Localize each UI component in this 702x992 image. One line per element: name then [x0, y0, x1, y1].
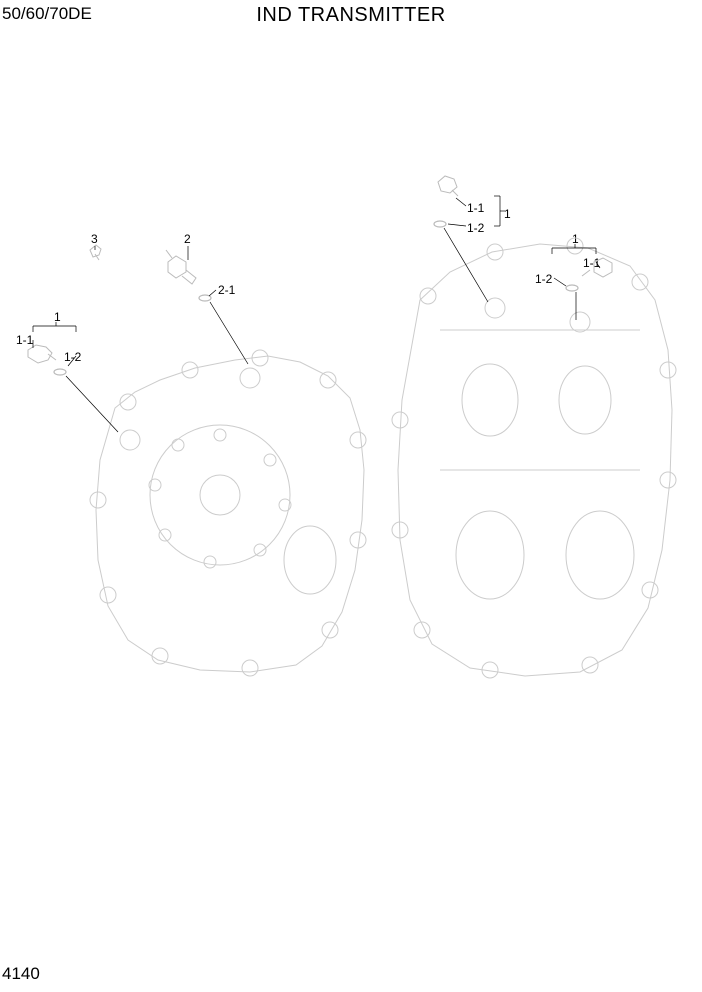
part-1-left-sensor — [28, 345, 56, 363]
page-canvas: 50/60/70DE IND TRANSMITTER 4140 3 2 2-1 … — [0, 0, 702, 992]
part-1-2-right-oring — [566, 285, 578, 291]
left-housing — [90, 350, 366, 676]
leader-1-top — [444, 228, 488, 302]
part-1-2-left-oring — [54, 369, 66, 375]
right-housing — [392, 238, 676, 678]
exploded-diagram — [0, 0, 702, 992]
leader-1-left — [66, 376, 118, 432]
part-1-2-top-oring — [434, 221, 446, 227]
part-3-bolt — [90, 245, 101, 260]
part-1-top-sensor — [438, 176, 458, 196]
part-1-right-sensor — [582, 258, 612, 277]
leader-2-1 — [210, 302, 248, 364]
part-2-sensor — [166, 250, 196, 284]
